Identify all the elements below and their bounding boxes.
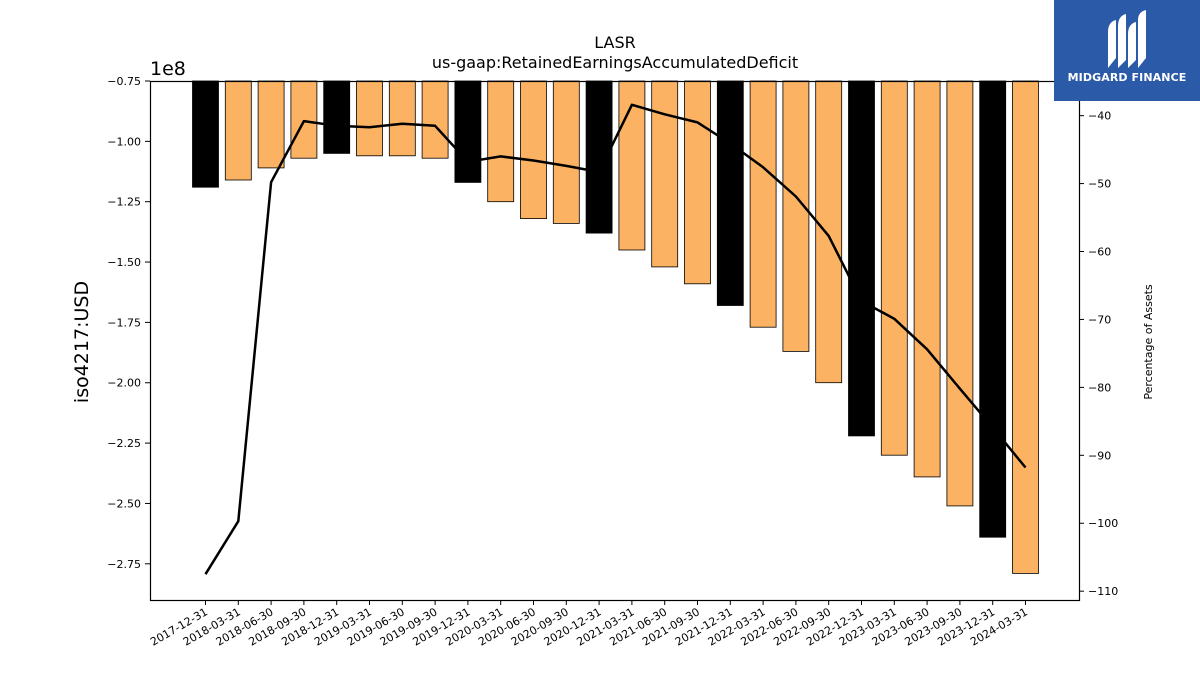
- bar: [716, 80, 744, 306]
- line-series: [204, 103, 1027, 575]
- brand-logo: MIDGARD FINANCE: [1054, 0, 1200, 101]
- chart-title: LASR: [594, 33, 636, 52]
- bar: [913, 80, 941, 478]
- bar: [782, 80, 810, 352]
- y2-tick-label: −80: [1088, 381, 1111, 394]
- bar: [749, 80, 777, 328]
- y2-tick-label: −40: [1088, 110, 1111, 123]
- y2-axis: −40 −50 −60 −70 −80 −90 −100 −110: [1079, 110, 1118, 598]
- y2-tick-label: −100: [1088, 517, 1118, 530]
- bar: [1012, 80, 1039, 574]
- y-axis: −0.75 −1.00 −1.25 −1.50 −1.75 −2.00 −2.25 −2.50…: [107, 75, 150, 571]
- bar: [520, 80, 547, 220]
- y-exponent-label: 1e8: [150, 58, 186, 80]
- plot-frame: [149, 80, 1081, 602]
- line-path: [204, 103, 1027, 575]
- bar: [651, 80, 679, 268]
- y-tick-label: −1.25: [107, 196, 141, 209]
- y-tick-label: −1.00: [107, 135, 141, 148]
- bar: [323, 80, 351, 154]
- bar: [585, 80, 613, 234]
- x-axis: 2017-12-312018-03-312018-06-302018-09-30…: [148, 600, 1030, 649]
- bar: [224, 80, 252, 181]
- y-tick-label: −2.75: [107, 558, 141, 571]
- bar: [257, 80, 285, 169]
- logo-mark-icon: [1108, 10, 1146, 68]
- y2-tick-label: −60: [1088, 246, 1111, 259]
- y2-tick-label: −90: [1088, 449, 1111, 462]
- y2-tick-label: −70: [1088, 313, 1111, 326]
- y-tick-label: −2.25: [107, 437, 141, 450]
- y-axis-label: iso4217:USD: [71, 281, 93, 403]
- bar: [388, 80, 416, 157]
- bar-series: [192, 80, 1039, 574]
- bar: [487, 80, 515, 203]
- y2-tick-label: −50: [1088, 178, 1111, 191]
- bar: [815, 80, 843, 384]
- y-tick-label: −1.50: [107, 256, 141, 269]
- bar: [979, 80, 1007, 538]
- bar: [618, 80, 646, 251]
- y-tick-label: −1.75: [107, 316, 141, 329]
- y-tick-label: −2.00: [107, 377, 141, 390]
- bar: [421, 80, 449, 159]
- bar: [946, 80, 974, 507]
- bar: [192, 80, 219, 188]
- bar: [880, 80, 908, 456]
- chart-subtitle: us-gaap:RetainedEarningsAccumulatedDefic…: [432, 53, 798, 72]
- bar: [290, 80, 318, 159]
- y2-tick-label: −110: [1088, 585, 1118, 598]
- logo-text: MIDGARD FINANCE: [1067, 71, 1187, 84]
- y2-axis-label: Percentage of Assets: [1142, 284, 1155, 400]
- bar: [848, 80, 875, 437]
- bar: [552, 80, 580, 224]
- bar: [684, 80, 711, 285]
- y-tick-label: −2.50: [107, 497, 141, 510]
- bar: [454, 80, 482, 183]
- y-tick-label: −0.75: [107, 75, 141, 88]
- bar: [356, 80, 383, 157]
